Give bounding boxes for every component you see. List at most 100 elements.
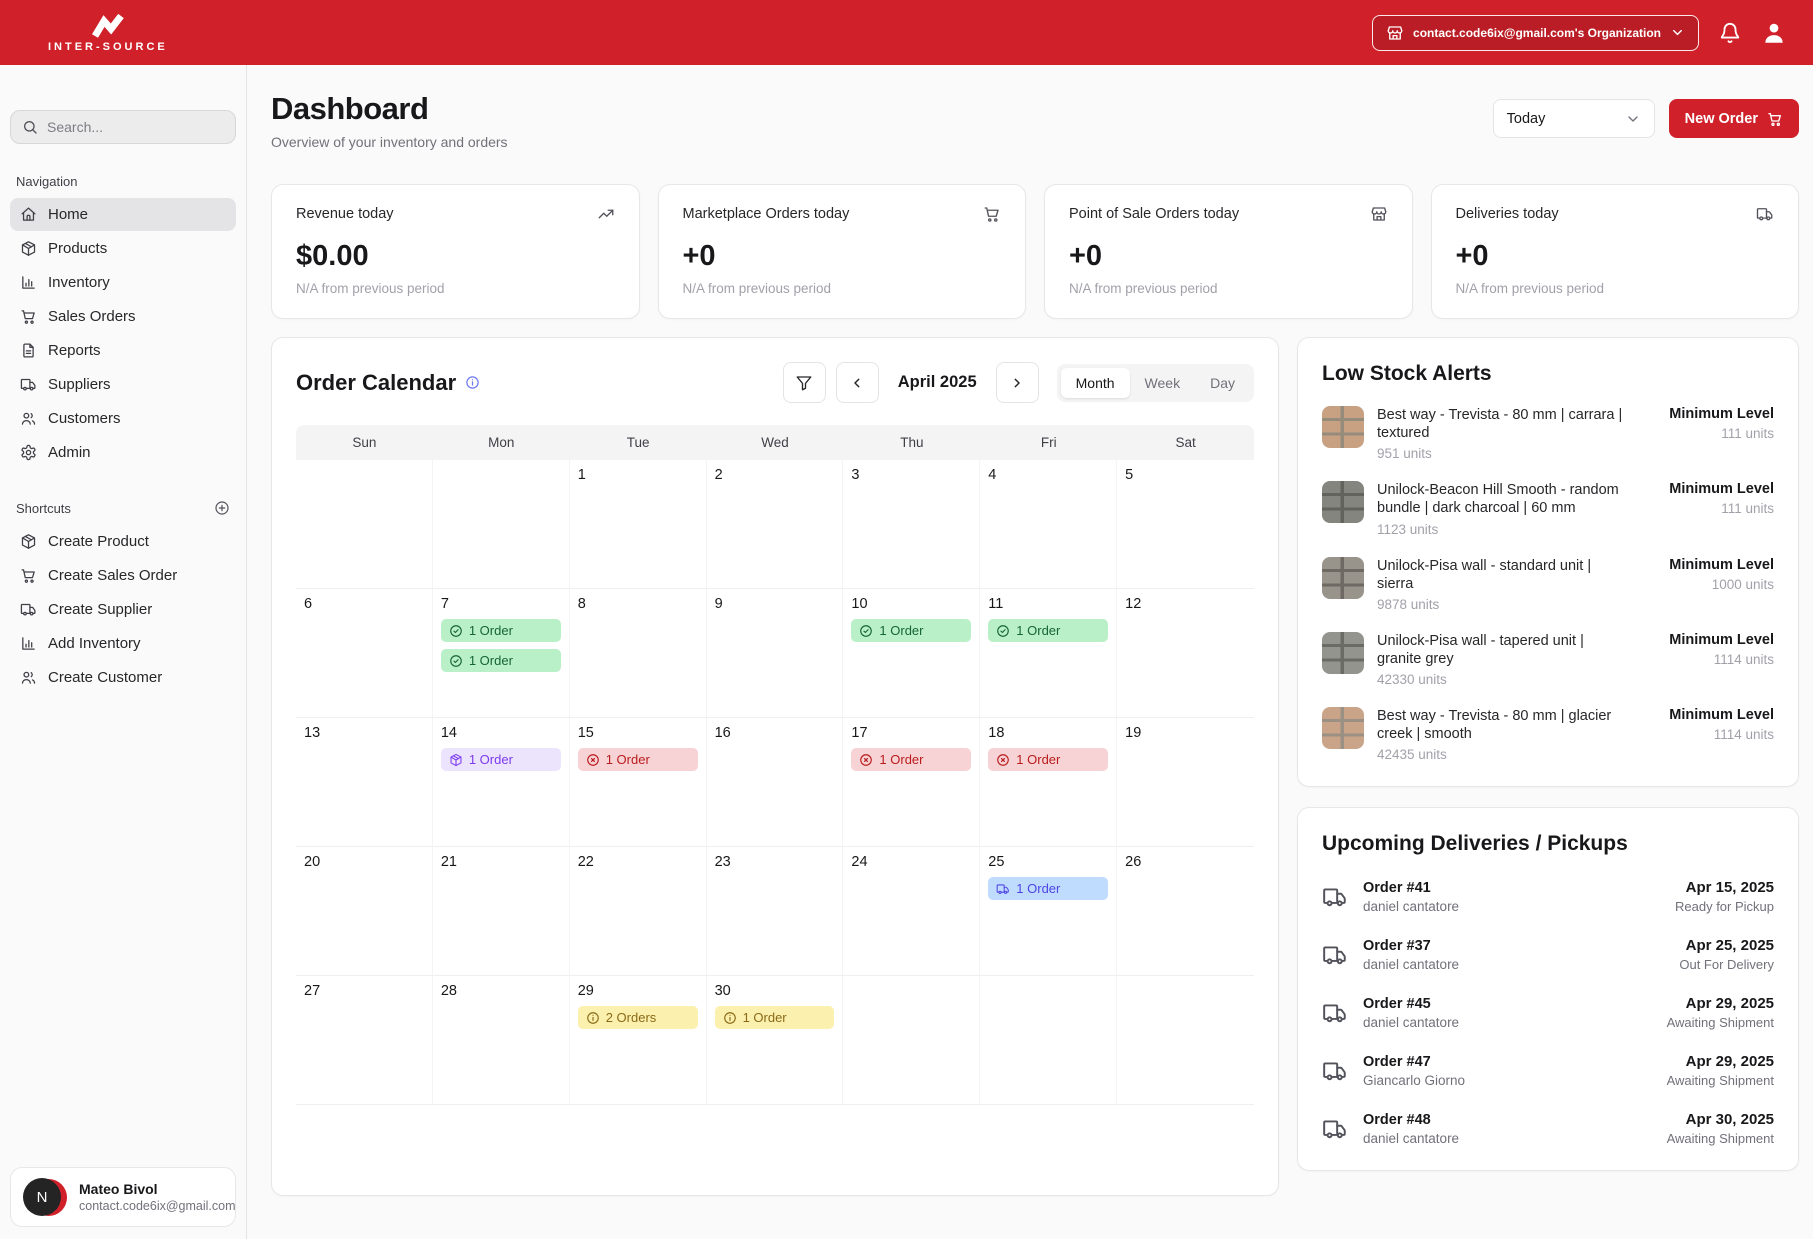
calendar-cell-4[interactable]: 4 bbox=[980, 460, 1118, 589]
delivery-item[interactable]: Order #48 daniel cantatore Apr 30, 2025 Awa… bbox=[1322, 1111, 1774, 1146]
truck-icon bbox=[1322, 1116, 1348, 1142]
calendar-event-chip[interactable]: 1 Order bbox=[440, 619, 561, 642]
sidebar-item-label: Products bbox=[48, 240, 108, 257]
calendar-cell-21[interactable]: 21 bbox=[432, 847, 570, 976]
user-account-icon[interactable] bbox=[1761, 20, 1787, 46]
calendar-cell-28[interactable]: 28 bbox=[432, 976, 570, 1105]
prev-month-button[interactable] bbox=[835, 362, 879, 403]
info-icon[interactable] bbox=[465, 375, 480, 390]
shortcut-item-create-supplier[interactable]: Create Supplier bbox=[10, 593, 236, 626]
stat-card-marketplace-orders-today: Marketplace Orders today +0 N/A from previ… bbox=[657, 184, 1026, 319]
calendar-cell-11[interactable]: 11 1 Order bbox=[980, 589, 1118, 718]
minimum-level-value: 1000 units bbox=[1711, 576, 1774, 592]
organization-selector[interactable]: contact.code6ix@gmail.com's Organization bbox=[1372, 14, 1699, 51]
event-label: 1 Order bbox=[879, 752, 924, 767]
calendar-cell-2[interactable]: 2 bbox=[706, 460, 844, 589]
sidebar-item-suppliers[interactable]: Suppliers bbox=[10, 368, 236, 401]
delivery-date: Apr 15, 2025 bbox=[1685, 879, 1774, 897]
calendar-cell-18[interactable]: 18 1 Order bbox=[980, 718, 1118, 847]
sidebar-item-customers[interactable]: Customers bbox=[10, 402, 236, 435]
delivery-item[interactable]: Order #37 daniel cantatore Apr 25, 2025 Out… bbox=[1322, 937, 1774, 972]
shortcut-item-add-inventory[interactable]: Add Inventory bbox=[10, 627, 236, 660]
calendar-cell-17[interactable]: 17 1 Order bbox=[843, 718, 981, 847]
calendar-cell-10[interactable]: 10 1 Order bbox=[843, 589, 981, 718]
sidebar-item-products[interactable]: Products bbox=[10, 232, 236, 265]
low-stock-item[interactable]: Unilock-Pisa wall - tapered unit | grani… bbox=[1322, 631, 1774, 687]
calendar-cell-1[interactable]: 1 bbox=[569, 460, 707, 589]
delivery-item[interactable]: Order #41 daniel cantatore Apr 15, 2025 Rea… bbox=[1322, 879, 1774, 914]
calendar-cell-13[interactable]: 13 bbox=[296, 718, 433, 847]
shortcut-item-create-product[interactable]: Create Product bbox=[10, 525, 236, 558]
calendar-event-chip[interactable]: 1 Order bbox=[851, 619, 972, 642]
calendar-cell-27[interactable]: 27 bbox=[296, 976, 433, 1105]
brand-logo[interactable]: INTER-SOURCE bbox=[48, 13, 168, 53]
calendar-month-label: April 2025 bbox=[897, 373, 977, 391]
new-order-button[interactable]: New Order bbox=[1668, 99, 1799, 138]
package-icon bbox=[20, 533, 37, 550]
calendar-event-chip[interactable]: 1 Order bbox=[988, 748, 1109, 771]
next-month-button[interactable] bbox=[995, 362, 1039, 403]
calendar-cell-3[interactable]: 3 bbox=[843, 460, 981, 589]
add-shortcut-icon[interactable] bbox=[214, 500, 230, 516]
stat-value: +0 bbox=[682, 240, 716, 272]
day-number: 11 bbox=[988, 596, 1004, 612]
user-card[interactable]: N Mateo Bivol contact.code6ix@gmail.com bbox=[10, 1167, 236, 1227]
calendar-cell-15[interactable]: 15 1 Order bbox=[569, 718, 707, 847]
shortcut-item-create-customer[interactable]: Create Customer bbox=[10, 661, 236, 694]
delivery-date: Apr 29, 2025 bbox=[1685, 995, 1774, 1013]
calendar-cell-25[interactable]: 25 1 Order bbox=[980, 847, 1118, 976]
low-stock-list: Best way - Trevista - 80 mm | carrara | … bbox=[1322, 406, 1774, 762]
period-select[interactable]: Today bbox=[1492, 99, 1655, 138]
delivery-status: Awaiting Shipment bbox=[1666, 1015, 1774, 1031]
calendar-cell-20[interactable]: 20 bbox=[296, 847, 433, 976]
filter-button[interactable] bbox=[782, 362, 826, 403]
calendar-cell-16[interactable]: 16 bbox=[706, 718, 844, 847]
calendar-event-chip[interactable]: 1 Order bbox=[440, 649, 561, 672]
calendar-cell-12[interactable]: 12 bbox=[1117, 589, 1254, 718]
shortcut-item-create-sales-order[interactable]: Create Sales Order bbox=[10, 559, 236, 592]
calendar-cell-7[interactable]: 7 1 Order 1 Order bbox=[432, 589, 570, 718]
calendar-cell-8[interactable]: 8 bbox=[569, 589, 707, 718]
low-stock-item[interactable]: Unilock-Beacon Hill Smooth - random bund… bbox=[1322, 481, 1774, 537]
view-week-button[interactable]: Week bbox=[1130, 368, 1196, 398]
calendar-event-chip[interactable]: 1 Order bbox=[851, 748, 972, 771]
sidebar-item-admin[interactable]: Admin bbox=[10, 436, 236, 469]
calendar-cell-30[interactable]: 30 1 Order bbox=[706, 976, 844, 1105]
calendar-cell-14[interactable]: 14 1 Order bbox=[432, 718, 570, 847]
low-stock-item[interactable]: Unilock-Pisa wall - standard unit | sier… bbox=[1322, 556, 1774, 612]
calendar-cell-6[interactable]: 6 bbox=[296, 589, 433, 718]
search-box[interactable] bbox=[10, 110, 236, 144]
calendar-cell-23[interactable]: 23 bbox=[706, 847, 844, 976]
calendar-cell-5[interactable]: 5 bbox=[1117, 460, 1254, 589]
day-number: 5 bbox=[1125, 467, 1134, 483]
view-day-button[interactable]: Day bbox=[1195, 368, 1250, 398]
delivery-item[interactable]: Order #47 Giancarlo Giorno Apr 29, 2025 Awa… bbox=[1322, 1053, 1774, 1088]
day-header-thu: Thu bbox=[900, 435, 924, 450]
calendar-event-chip[interactable]: 2 Orders bbox=[577, 1006, 698, 1029]
calendar-cell-9[interactable]: 9 bbox=[706, 589, 844, 718]
calendar-event-chip[interactable]: 1 Order bbox=[988, 877, 1109, 900]
sidebar-item-reports[interactable]: Reports bbox=[10, 334, 236, 367]
calendar-event-chip[interactable]: 1 Order bbox=[988, 619, 1109, 642]
low-stock-item[interactable]: Best way - Trevista - 80 mm | carrara | … bbox=[1322, 406, 1774, 461]
calendar-event-chip[interactable]: 1 Order bbox=[440, 748, 561, 771]
search-input[interactable] bbox=[47, 119, 224, 135]
sidebar-item-inventory[interactable]: Inventory bbox=[10, 266, 236, 299]
calendar-cell-29[interactable]: 29 2 Orders bbox=[569, 976, 707, 1105]
sidebar-item-sales-orders[interactable]: Sales Orders bbox=[10, 300, 236, 333]
view-month-button[interactable]: Month bbox=[1060, 367, 1130, 398]
calendar-cell-22[interactable]: 22 bbox=[569, 847, 707, 976]
stats-row: Revenue today $0.00 N/A from previous peri… bbox=[271, 184, 1799, 319]
event-label: 1 Order bbox=[742, 1010, 787, 1025]
low-stock-item[interactable]: Best way - Trevista - 80 mm | glacier cr… bbox=[1322, 707, 1774, 762]
calendar-cell-19[interactable]: 19 bbox=[1117, 718, 1254, 847]
calendar-cell-26[interactable]: 26 bbox=[1117, 847, 1254, 976]
calendar-event-chip[interactable]: 1 Order bbox=[714, 1006, 835, 1029]
delivery-item[interactable]: Order #45 daniel cantatore Apr 29, 2025 Awa… bbox=[1322, 995, 1774, 1030]
sidebar-item-label: Inventory bbox=[48, 274, 110, 291]
sidebar-item-home[interactable]: Home bbox=[10, 198, 236, 231]
delivery-status: Ready for Pickup bbox=[1675, 899, 1774, 915]
calendar-event-chip[interactable]: 1 Order bbox=[577, 748, 698, 771]
calendar-cell-24[interactable]: 24 bbox=[843, 847, 981, 976]
notifications-bell-icon[interactable] bbox=[1719, 22, 1741, 44]
